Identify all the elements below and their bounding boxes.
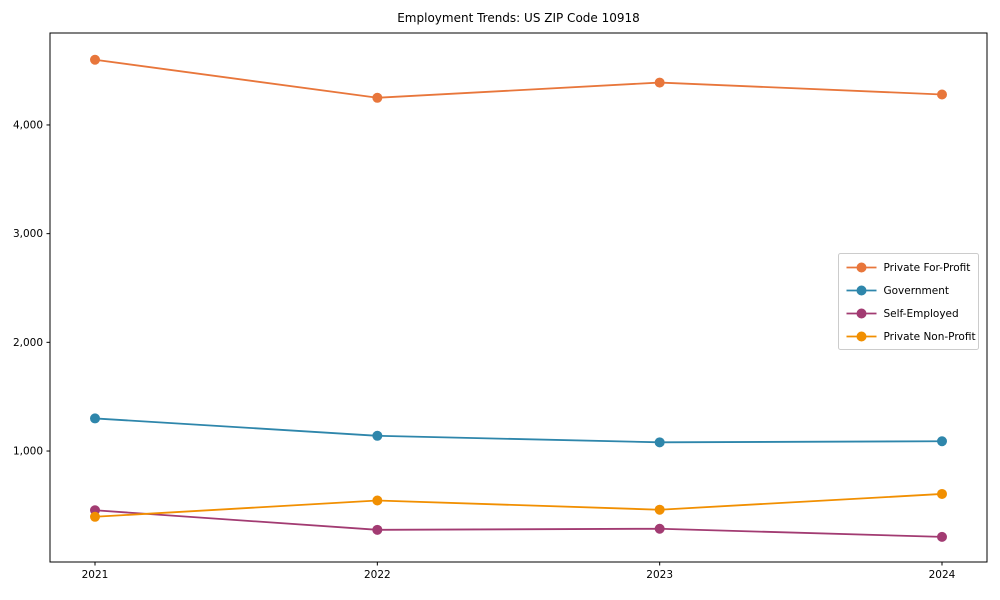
series-marker-government [372,430,383,441]
series-marker-private-non-profit [372,495,383,506]
legend-marker-private-for-profit [856,262,867,273]
series-marker-private-for-profit [654,77,665,88]
legend-marker-government [856,285,867,296]
series-line-private-non-profit [94,493,943,518]
legend-marker-self-employed [856,308,867,319]
series-marker-self-employed [654,523,665,534]
series-marker-self-employed [937,531,947,542]
x-axis-tick-label: 2023 [646,569,673,581]
legend-label-private-non-profit: Private Non-Profit [884,331,976,343]
series-marker-government [654,437,665,448]
series-line-private-for-profit [94,58,943,99]
series-marker-self-employed [372,524,383,535]
series-marker-private-non-profit [90,511,100,522]
y-axis-tick-label: 2,000 [13,337,43,349]
series-marker-private-for-profit [372,92,383,103]
series-marker-private-non-profit [937,488,947,499]
x-axis-tick-label: 2021 [82,569,109,581]
series-marker-private-for-profit [937,89,947,100]
series-marker-government [937,436,947,447]
y-axis-tick-label: 4,000 [13,119,43,131]
chart-title: Employment Trends: US ZIP Code 10918 [397,11,640,25]
series-marker-private-for-profit [90,54,100,65]
series-marker-government [90,413,100,424]
y-axis-tick-label: 1,000 [13,446,43,458]
x-axis-tick-label: 2024 [929,569,956,581]
legend-label-self-employed: Self-Employed [884,308,959,320]
legend-label-private-for-profit: Private For-Profit [884,262,971,274]
y-axis-tick-label: 3,000 [13,228,43,240]
series-line-government [94,417,943,444]
series-line-self-employed [94,509,943,538]
x-axis-tick-label: 2022 [364,569,391,581]
series-marker-private-non-profit [654,504,665,515]
plot-border [49,32,988,563]
legend-box [838,253,979,350]
legend-marker-private-non-profit [856,331,867,342]
legend-label-government: Government [884,285,949,297]
